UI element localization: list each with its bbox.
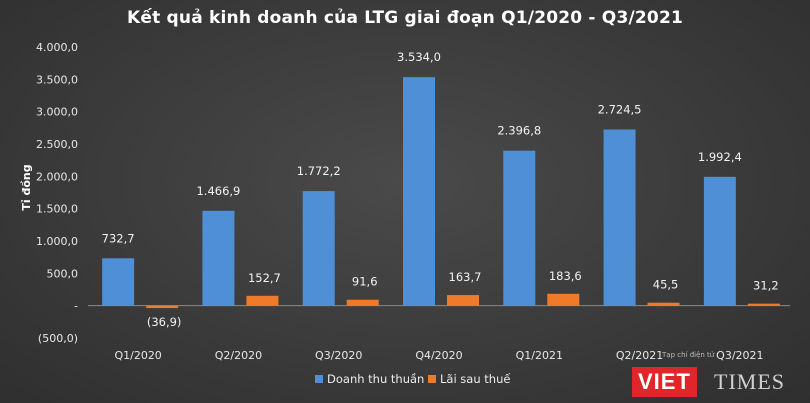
bar-lai-sau-thue xyxy=(647,302,680,306)
bar-lai-sau-thue xyxy=(246,295,279,306)
bar-doanh-thu xyxy=(703,176,736,306)
chart-title: Kết quả kinh doanh của LTG giai đoạn Q1/… xyxy=(126,8,684,28)
legend-label-lai-sau-thue: Lãi sau thuế xyxy=(440,372,511,386)
watermark-logo: Tạp chí điện tử VIET TIMES xyxy=(632,351,802,397)
data-label-lai-sau-thue: 163,7 xyxy=(449,270,482,284)
bar-doanh-thu xyxy=(102,258,135,306)
y-tick-label: (500,0) xyxy=(38,332,78,345)
bar-doanh-thu xyxy=(202,210,235,306)
legend-swatch-doanh-thu xyxy=(315,375,323,383)
data-label-lai-sau-thue: 152,7 xyxy=(248,271,281,285)
x-tick-label: Q1/2020 xyxy=(114,349,161,362)
y-tick-label: 2.000,0 xyxy=(36,170,78,183)
data-label-lai-sau-thue: 31,2 xyxy=(753,279,779,293)
bar-doanh-thu xyxy=(302,191,335,306)
bar-doanh-thu xyxy=(403,77,435,306)
data-label-doanh-thu: 3.534,0 xyxy=(397,50,441,64)
y-tick-label: 2.500,0 xyxy=(36,138,78,151)
x-tick-label: Q4/2020 xyxy=(415,349,462,362)
bar-lai-sau-thue xyxy=(747,303,780,306)
bar-doanh-thu xyxy=(503,150,536,306)
bar-lai-sau-thue xyxy=(447,295,479,306)
y-tick-label: 3.500,0 xyxy=(36,73,78,86)
data-label-doanh-thu: 732,7 xyxy=(102,231,135,245)
data-label-doanh-thu: 2.396,8 xyxy=(497,124,541,138)
y-axis-label: Tỉ đồng xyxy=(20,164,33,210)
data-label-doanh-thu: 2.724,5 xyxy=(598,102,642,116)
y-tick-label: 1.000,0 xyxy=(36,235,78,248)
watermark-times: TIMES xyxy=(714,369,785,394)
y-tick-label: 500,0 xyxy=(47,267,79,280)
bar-lai-sau-thue xyxy=(346,299,379,306)
x-tick-label: Q3/2021 xyxy=(716,349,763,362)
watermark-small-text: Tạp chí điện tử xyxy=(662,351,715,359)
y-tick-label: 3.000,0 xyxy=(36,106,78,119)
data-label-doanh-thu: 1.466,9 xyxy=(196,184,240,198)
data-label-doanh-thu: 1.772,2 xyxy=(297,164,341,178)
y-tick-label: - xyxy=(74,300,78,313)
x-tick-label: Q2/2021 xyxy=(616,349,663,362)
y-tick-label: 4.000,0 xyxy=(36,41,78,54)
x-tick-label: Q1/2021 xyxy=(516,349,563,362)
bar-lai-sau-thue xyxy=(146,305,179,309)
watermark-viet: VIET xyxy=(632,367,697,397)
x-tick-label: Q3/2020 xyxy=(315,349,362,362)
legend-swatch-lai-sau-thue xyxy=(428,375,436,383)
data-label-lai-sau-thue: 91,6 xyxy=(352,275,378,289)
data-label-lai-sau-thue: 45,5 xyxy=(653,278,679,292)
data-label-doanh-thu: 1.992,4 xyxy=(698,150,742,164)
bar-doanh-thu xyxy=(603,129,636,306)
legend-label-doanh-thu: Doanh thu thuần xyxy=(327,372,424,386)
x-tick-label: Q2/2020 xyxy=(215,349,262,362)
y-tick-label: 1.500,0 xyxy=(36,203,78,216)
data-label-lai-sau-thue: (36,9) xyxy=(147,315,182,329)
bar-lai-sau-thue xyxy=(547,293,580,306)
data-label-lai-sau-thue: 183,6 xyxy=(549,269,582,283)
